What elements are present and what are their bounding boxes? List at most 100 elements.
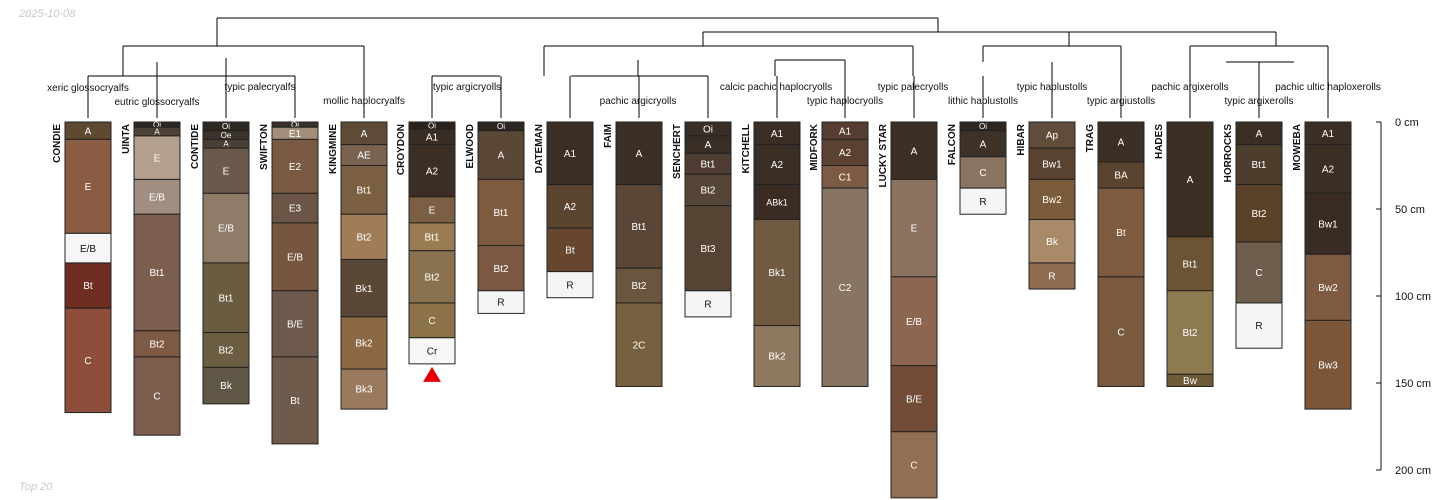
horizon-block xyxy=(408,196,456,224)
horizon-block xyxy=(271,138,319,194)
horizon-label: A xyxy=(1256,129,1263,140)
horizon-block xyxy=(1166,373,1214,387)
horizon-label: Bk xyxy=(220,381,233,392)
horizon-block xyxy=(615,267,663,304)
horizon-label: Bt1 xyxy=(631,222,646,233)
horizon-block xyxy=(546,184,594,229)
horizon-block xyxy=(1304,253,1352,321)
profile-name: CONDIE xyxy=(52,124,63,163)
horizon-label: A1 xyxy=(839,126,852,137)
horizon-block xyxy=(340,165,388,215)
horizon-label: A xyxy=(1118,138,1125,149)
dendrogram xyxy=(87,17,1329,118)
profile-kingmine: A AE Bt1 Bt2 Bk1 Bk2 Bk3 KINGMINE xyxy=(328,121,388,410)
horizon-label: Bt2 xyxy=(356,232,371,243)
horizon-label: Oi xyxy=(291,120,299,129)
horizon-block xyxy=(340,213,388,260)
profile-kitchell: A1 A2 ABk1 Bk1 Bk2 KITCHELL xyxy=(741,121,801,387)
horizon-block xyxy=(615,121,663,186)
horizon-label: Bw3 xyxy=(1318,360,1338,371)
horizon-label: E xyxy=(429,205,436,216)
horizon-label: 2C xyxy=(633,340,646,351)
horizon-label: Bt1 xyxy=(493,208,508,219)
profile-name: KINGMINE xyxy=(328,124,339,174)
horizon-block xyxy=(1235,302,1283,349)
profile-name: DATEMAN xyxy=(534,124,545,173)
profile-lucky-star: A E E/B B/E C LUCKY STAR xyxy=(878,121,938,499)
horizon-label: E1 xyxy=(289,129,302,140)
taxon-label: typic argiustolls xyxy=(1087,96,1155,107)
horizon-label: Oi xyxy=(153,120,161,129)
horizon-block xyxy=(133,356,181,436)
profile-trag: A BA Bt C TRAG xyxy=(1085,121,1145,387)
horizon-label: C xyxy=(84,356,91,367)
horizon-label: A xyxy=(361,129,368,140)
horizon-block xyxy=(271,192,319,224)
horizon-block xyxy=(890,276,938,367)
horizon-label: E/B xyxy=(287,252,303,263)
horizon-block xyxy=(890,178,938,278)
horizon-label: B/E xyxy=(287,319,303,330)
horizon-block xyxy=(133,213,181,332)
taxon-label: pachic argicryolls xyxy=(600,96,677,107)
horizon-block xyxy=(133,135,181,180)
horizon-block xyxy=(1097,121,1145,163)
horizon-label: A2 xyxy=(771,160,784,171)
horizon-block xyxy=(340,368,388,410)
horizon-block xyxy=(1235,241,1283,304)
horizon-label: AE xyxy=(357,151,371,162)
horizon-label: C2 xyxy=(839,283,852,294)
horizon-block xyxy=(477,290,525,314)
taxon-label: typic palecryalfs xyxy=(224,82,295,93)
profile-name: CONTIDE xyxy=(190,124,201,169)
horizon-label: A xyxy=(1187,175,1194,186)
horizon-label: Bk2 xyxy=(768,352,786,363)
profile-dateman: A1 A2 Bt R DATEMAN xyxy=(534,121,594,299)
horizon-block xyxy=(408,250,456,304)
horizon-block xyxy=(615,302,663,387)
profile-uinta: OiA E E/B Bt1 Bt2 C UINTA xyxy=(121,120,181,436)
profile-name: MOWEBA xyxy=(1292,124,1303,171)
horizon-label: A1 xyxy=(426,132,439,143)
horizon-label: E xyxy=(85,182,92,193)
horizon-label: Bt2 xyxy=(493,264,508,275)
horizon-label: Bw2 xyxy=(1318,283,1338,294)
horizon-label: Bt1 xyxy=(1182,259,1197,270)
profile-name: SENCHERT xyxy=(672,124,683,179)
horizon-label: A xyxy=(498,151,505,162)
horizon-label: E xyxy=(154,153,161,164)
taxon-label: calcic pachic haplocryolls xyxy=(720,82,832,93)
profile-name: ELWOOD xyxy=(465,124,476,168)
horizon-label: A xyxy=(911,146,918,157)
profile-hades: A Bt1 Bt2 Bw HADES xyxy=(1154,121,1214,387)
horizon-label: Oi xyxy=(979,122,987,131)
horizon-label: ABk1 xyxy=(766,197,788,207)
horizon-block xyxy=(753,184,801,220)
horizon-label: E2 xyxy=(289,162,302,173)
horizon-label: B/E xyxy=(906,394,922,405)
horizon-block xyxy=(1028,262,1076,290)
horizon-label: Bt xyxy=(565,245,575,256)
horizon-label: Bw1 xyxy=(1042,159,1062,170)
horizon-label: Bk xyxy=(1046,237,1059,248)
horizon-block xyxy=(202,192,250,264)
horizon-label: Bk1 xyxy=(768,268,786,279)
horizon-block xyxy=(546,227,594,273)
horizon-label: A xyxy=(85,126,92,137)
horizon-label: Bt2 xyxy=(1251,209,1266,220)
horizon-label: A2 xyxy=(1322,165,1335,176)
horizon-block xyxy=(753,144,801,186)
horizon-label: Bt1 xyxy=(218,293,233,304)
profile-name: TRAG xyxy=(1085,124,1096,153)
horizon-label: A2 xyxy=(839,148,852,159)
horizon-label: A xyxy=(980,139,987,150)
horizon-label: Bk3 xyxy=(355,385,373,396)
horizon-label: C xyxy=(428,316,435,327)
profile-name: LUCKY STAR xyxy=(878,123,889,187)
depth-tick-label: 0 cm xyxy=(1395,117,1419,129)
horizon-label: BA xyxy=(1114,171,1128,182)
horizon-block xyxy=(546,121,594,186)
horizon-block xyxy=(1028,218,1076,264)
